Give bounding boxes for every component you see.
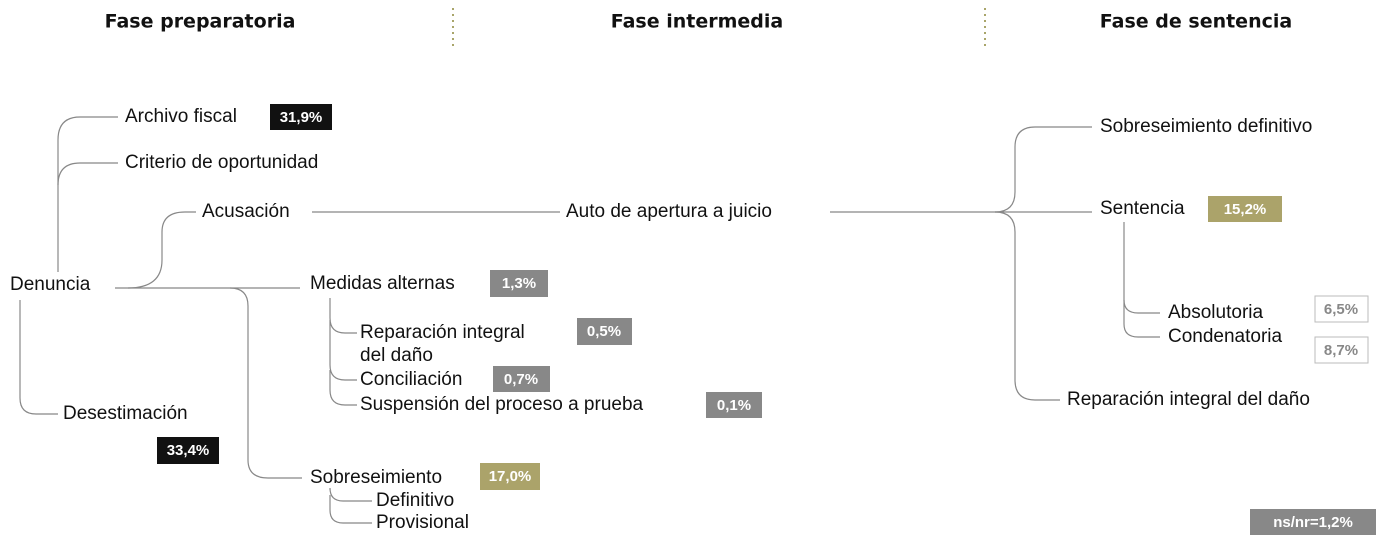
node-label: Definitivo (376, 490, 454, 511)
phase-title: Fase intermedia (611, 11, 784, 33)
phase-title: Fase de sentencia (1100, 11, 1292, 33)
node-label: Acusación (202, 201, 290, 222)
note-badge (1250, 509, 1376, 535)
node-label: del daño (360, 345, 433, 366)
badge-text: 1,3% (502, 275, 536, 292)
node-label: Provisional (376, 512, 469, 533)
badge-text: 0,5% (587, 323, 621, 340)
badge (577, 318, 632, 345)
node-label: Suspensión del proceso a prueba (360, 394, 644, 415)
node-label: Reparación integral del daño (1067, 389, 1310, 410)
note-text: ns/nr=1,2% (1273, 514, 1353, 531)
badge (1208, 196, 1282, 222)
badge-text: 6,5% (1324, 301, 1358, 318)
badge (490, 270, 548, 297)
badge (270, 104, 332, 130)
badge (493, 366, 550, 392)
badge-text: 15,2% (1224, 201, 1267, 218)
node-label: Denuncia (10, 274, 91, 295)
node-label: Sobreseimiento definitivo (1100, 116, 1312, 137)
badge (480, 463, 540, 490)
node-label: Desestimación (63, 403, 188, 424)
badge-text: 0,1% (717, 397, 751, 414)
node-label: Conciliación (360, 369, 462, 390)
node-label: Sentencia (1100, 198, 1185, 219)
badge-text: 8,7% (1324, 342, 1358, 359)
connectors (19, 8, 1160, 524)
node-label: Sobreseimiento (310, 467, 442, 488)
phase-title: Fase preparatoria (105, 11, 296, 33)
badge (1314, 336, 1369, 364)
node-label: Archivo fiscal (125, 106, 237, 127)
node-label: Reparación integral (360, 322, 525, 343)
node-label: Absolutoria (1168, 302, 1263, 323)
badge-text: 31,9% (280, 109, 323, 126)
node-label: Condenatoria (1168, 326, 1283, 347)
badge (1314, 295, 1369, 323)
node-label: Auto de apertura a juicio (566, 201, 772, 222)
badge-text: 17,0% (489, 468, 532, 485)
badge-text: 33,4% (167, 442, 210, 459)
node-label: Medidas alternas (310, 273, 455, 294)
badge-text: 0,7% (504, 371, 538, 388)
badge (706, 392, 762, 418)
badge (157, 437, 219, 464)
node-label: Criterio de oportunidad (125, 152, 318, 173)
